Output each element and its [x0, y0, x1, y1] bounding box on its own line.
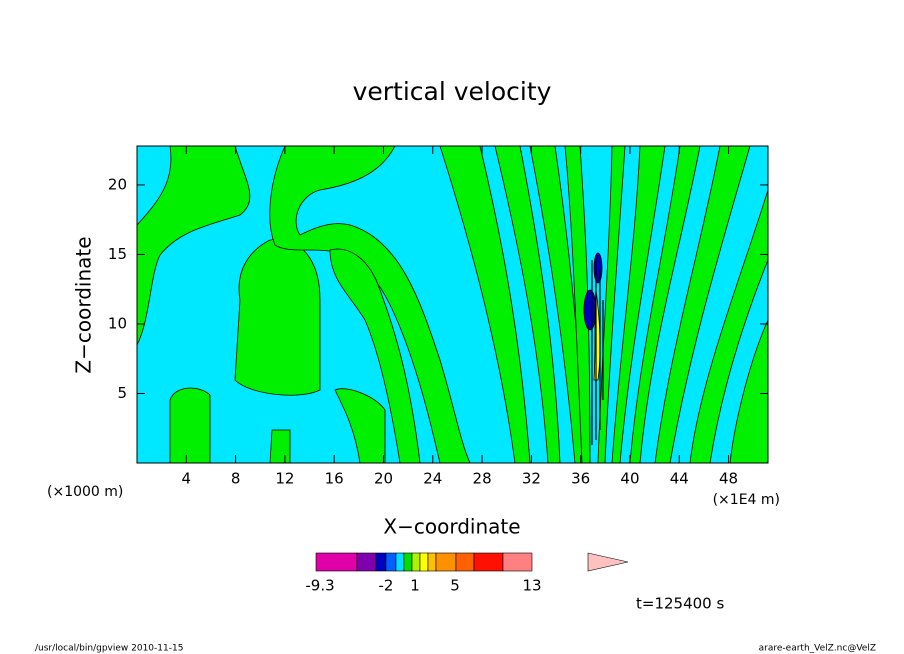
- x-tick-label: 12: [275, 470, 294, 488]
- x-tick-label: 20: [374, 470, 393, 488]
- colorbar-segment: [315, 552, 358, 572]
- colorbar-segment: [455, 552, 475, 572]
- x-tick-label: 4: [182, 470, 192, 488]
- y-tick-label: 10: [108, 314, 127, 332]
- contour-region: [269, 145, 471, 464]
- contour-region: [136, 145, 251, 346]
- x-tick-label: 28: [473, 470, 492, 488]
- colorbar-extension: [587, 552, 629, 572]
- colorbar-tick-label: 5: [450, 577, 460, 595]
- contour-region: [583, 289, 597, 331]
- contour-region: [269, 429, 291, 464]
- x-axis-label: X−coordinate: [383, 515, 520, 539]
- x-tick-label: 36: [571, 470, 590, 488]
- x-tick-label: 40: [620, 470, 639, 488]
- colorbar-segment: [411, 552, 421, 572]
- x-tick-label: 16: [325, 470, 344, 488]
- colorbar-segment: [427, 552, 437, 572]
- chart-title: vertical velocity: [353, 77, 552, 106]
- x-unit-label: (×1E4 m): [713, 492, 780, 508]
- y-unit-label: (×1000 m): [47, 484, 123, 500]
- colorbar-segment: [419, 552, 429, 572]
- footer-left: /usr/local/bin/gpview 2010-11-15: [35, 644, 183, 654]
- contour-field: [136, 145, 769, 464]
- x-tick-label: 24: [423, 470, 442, 488]
- colorbar-segment: [356, 552, 377, 572]
- x-tick-label: 32: [522, 470, 541, 488]
- y-axis-label: Z−coordinate: [72, 236, 96, 373]
- footer-right: arare-earth_VelZ.nc@VelZ: [759, 644, 876, 654]
- y-tick-label: 5: [117, 384, 127, 402]
- colorbar-segment: [395, 552, 405, 572]
- x-tick-label: 8: [231, 470, 241, 488]
- y-tick-label: 15: [108, 245, 127, 263]
- colorbar-segment: [403, 552, 413, 572]
- x-tick-label: 44: [670, 470, 689, 488]
- contour-region: [593, 252, 603, 284]
- colorbar-segment: [385, 552, 397, 572]
- contour-region: [234, 238, 321, 396]
- x-tick-label: 48: [719, 470, 738, 488]
- colorbar-segment: [502, 552, 533, 572]
- colorbar-tick-label: -2: [379, 577, 394, 595]
- contour-line: [591, 255, 604, 445]
- y-tick-label: 20: [108, 175, 127, 193]
- contour-region: [169, 387, 211, 464]
- colorbar-tick-label: 1: [410, 577, 420, 595]
- colorbar-segment: [435, 552, 457, 572]
- colorbar-tick-label: -9.3: [305, 577, 334, 595]
- colorbar-segment: [375, 552, 387, 572]
- colorbar-segment: [473, 552, 504, 572]
- annotation: t=125400 s: [636, 595, 724, 613]
- plot-frame: [136, 145, 769, 464]
- colorbar-tick-label: 13: [522, 577, 541, 595]
